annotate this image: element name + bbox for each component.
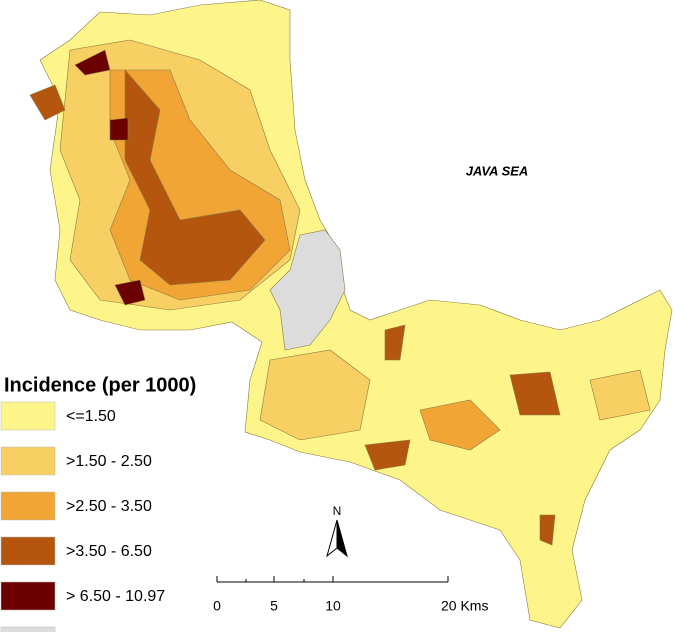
legend-swatch xyxy=(0,581,56,611)
region-patch xyxy=(74,49,111,76)
region-patch xyxy=(589,369,651,421)
legend-swatch xyxy=(0,491,56,521)
legend-label: >3.50 - 6.50 xyxy=(66,543,152,560)
region-patch xyxy=(259,349,371,441)
region-patch xyxy=(364,439,411,471)
legend-label: <=1.50 xyxy=(66,408,116,425)
scale-bar: 0 5 10 20 Kms xyxy=(213,576,488,614)
arrow-right xyxy=(336,519,348,558)
map-regions xyxy=(29,0,673,629)
region-patch xyxy=(29,84,66,121)
legend-label: >2.50 - 3.50 xyxy=(66,498,152,515)
legend-swatch xyxy=(0,626,56,632)
scale-label: 5 xyxy=(270,598,278,614)
scale-label: 20 Kms xyxy=(441,598,488,614)
north-label: N xyxy=(333,504,342,518)
region-patch xyxy=(114,279,146,306)
scale-label: 0 xyxy=(213,598,221,614)
north-arrow: N xyxy=(326,504,348,558)
arrow-left xyxy=(326,519,338,558)
region-patch xyxy=(539,514,556,546)
legend-swatch xyxy=(0,446,56,476)
legend-title: Incidence (per 1000) xyxy=(4,374,196,396)
sea-label: JAVA SEA xyxy=(466,163,529,178)
region-patch xyxy=(109,117,129,141)
scale-label: 10 xyxy=(325,598,341,614)
region-patch xyxy=(384,324,406,361)
legend-swatch xyxy=(0,536,56,566)
legend-label: >1.50 - 2.50 xyxy=(66,453,152,470)
region-patch xyxy=(269,229,346,351)
legend-swatch xyxy=(0,401,56,431)
region-patch xyxy=(124,69,266,286)
region-patch xyxy=(419,399,501,451)
legend-label: > 6.50 - 10.97 xyxy=(66,588,165,605)
region-patch xyxy=(509,371,561,416)
legend: Incidence (per 1000) <=1.50 >1.50 - 2.50 >… xyxy=(0,374,196,632)
